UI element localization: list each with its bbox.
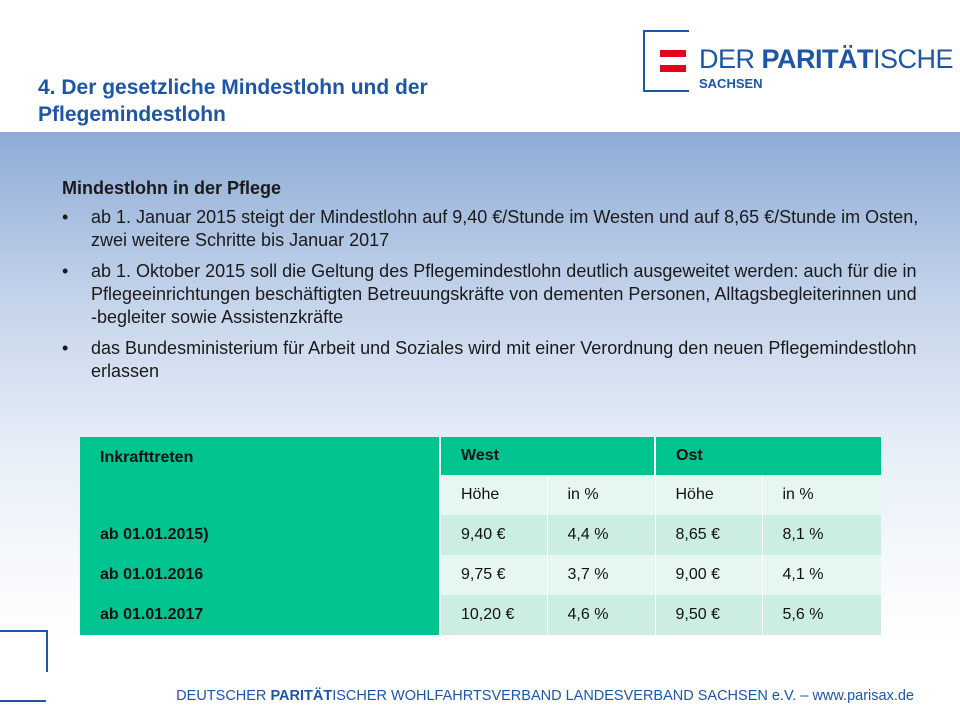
bullet-item: • das Bundesministerium für Arbeit und So… [62,337,922,383]
header-inkrafttreten: Inkrafttreten [80,437,440,515]
row-label: ab 01.01.2015) [80,515,440,555]
bullet-marker: • [62,207,69,227]
cell-ost-prozent: 4,1 % [762,555,882,595]
section-subheading: Mindestlohn in der Pflege [62,178,282,198]
slide-footer: DEUTSCHER PARITÄTISCHER WOHLFAHRTSVERBAN… [94,688,914,704]
cell-west-prozent: 4,6 % [547,595,656,635]
cell-ost-hoehe: 8,65 € [655,515,763,555]
table-row: ab 01.01.2015) 9,40 € 4,4 % 8,65 € 8,1 % [80,515,882,555]
decorative-corner-line [0,700,46,702]
slide-header: 4. Der gesetzliche Mindestlohn und der P… [0,0,960,132]
cell-ost-hoehe: 9,50 € [655,595,763,635]
logo-word-der: DER [699,44,762,74]
bullet-text: das Bundesministerium für Arbeit und Soz… [91,338,917,381]
slide-title: 4. Der gesetzliche Mindestlohn und der P… [38,74,598,128]
bullet-list: • ab 1. Januar 2015 steigt der Mindestloh… [62,206,922,391]
logo-subtitle: SACHSEN [699,76,763,91]
slide-title-line-2: Pflegemindestlohn [38,103,226,126]
table-header-row: Inkrafttreten West Ost [80,437,882,515]
logo-bar-bottom [660,65,686,72]
cell-west-hoehe: 9,40 € [439,515,548,555]
row-label: ab 01.01.2016 [80,555,440,595]
cell-ost-prozent: 5,6 % [762,595,882,635]
bullet-text: ab 1. Januar 2015 steigt der Mindestlohn… [91,207,919,250]
subheader-ost-prozent: in % [762,475,882,515]
bullet-item: • ab 1. Januar 2015 steigt der Mindestloh… [62,206,922,252]
logo-wordmark: DER PARITÄTISCHE [699,44,954,74]
cell-west-hoehe: 9,75 € [439,555,548,595]
bullet-item: • ab 1. Oktober 2015 soll die Geltung des… [62,260,922,329]
bullet-marker: • [62,261,69,281]
bullet-marker: • [62,338,69,358]
header-ost: Ost [653,437,882,475]
logo-word-ische: ISCHE [873,44,954,74]
logo-frame [643,30,689,92]
decorative-corner-frame [0,630,48,672]
paritaetische-logo: DER PARITÄTISCHE SACHSEN [643,30,954,96]
footer-text-end: ISCHER WOHLFAHRTSVERBAND LANDESVERBAND S… [332,688,914,704]
subheader-ost-hoehe: Höhe [655,475,763,515]
footer-text-bold: PARITÄT [270,688,333,704]
cell-west-prozent: 3,7 % [547,555,656,595]
row-label: ab 01.01.2017 [80,595,440,635]
subheader-west-prozent: in % [547,475,656,515]
table-row: ab 01.01.2017 10,20 € 4,6 % 9,50 € 5,6 % [80,595,882,635]
cell-ost-prozent: 8,1 % [762,515,882,555]
header-west: West [439,437,655,475]
table-row: ab 01.01.2016 9,75 € 3,7 % 9,00 € 4,1 % [80,555,882,595]
cell-west-prozent: 4,4 % [547,515,656,555]
slide-title-line-1: 4. Der gesetzliche Mindestlohn und der [38,76,428,99]
cell-ost-hoehe: 9,00 € [655,555,763,595]
table-subheader-row: Höhe in % Höhe in % [80,475,882,515]
mindestlohn-table: Inkrafttreten West Ost Höhe in % Höhe in… [80,437,882,635]
bullet-text: ab 1. Oktober 2015 soll die Geltung des … [91,261,917,327]
subheader-west-hoehe: Höhe [439,475,548,515]
footer-text-start: DEUTSCHER [176,688,271,704]
logo-word-paritaet: PARITÄT [761,44,874,74]
cell-west-hoehe: 10,20 € [439,595,548,635]
logo-bar-top [660,50,686,57]
